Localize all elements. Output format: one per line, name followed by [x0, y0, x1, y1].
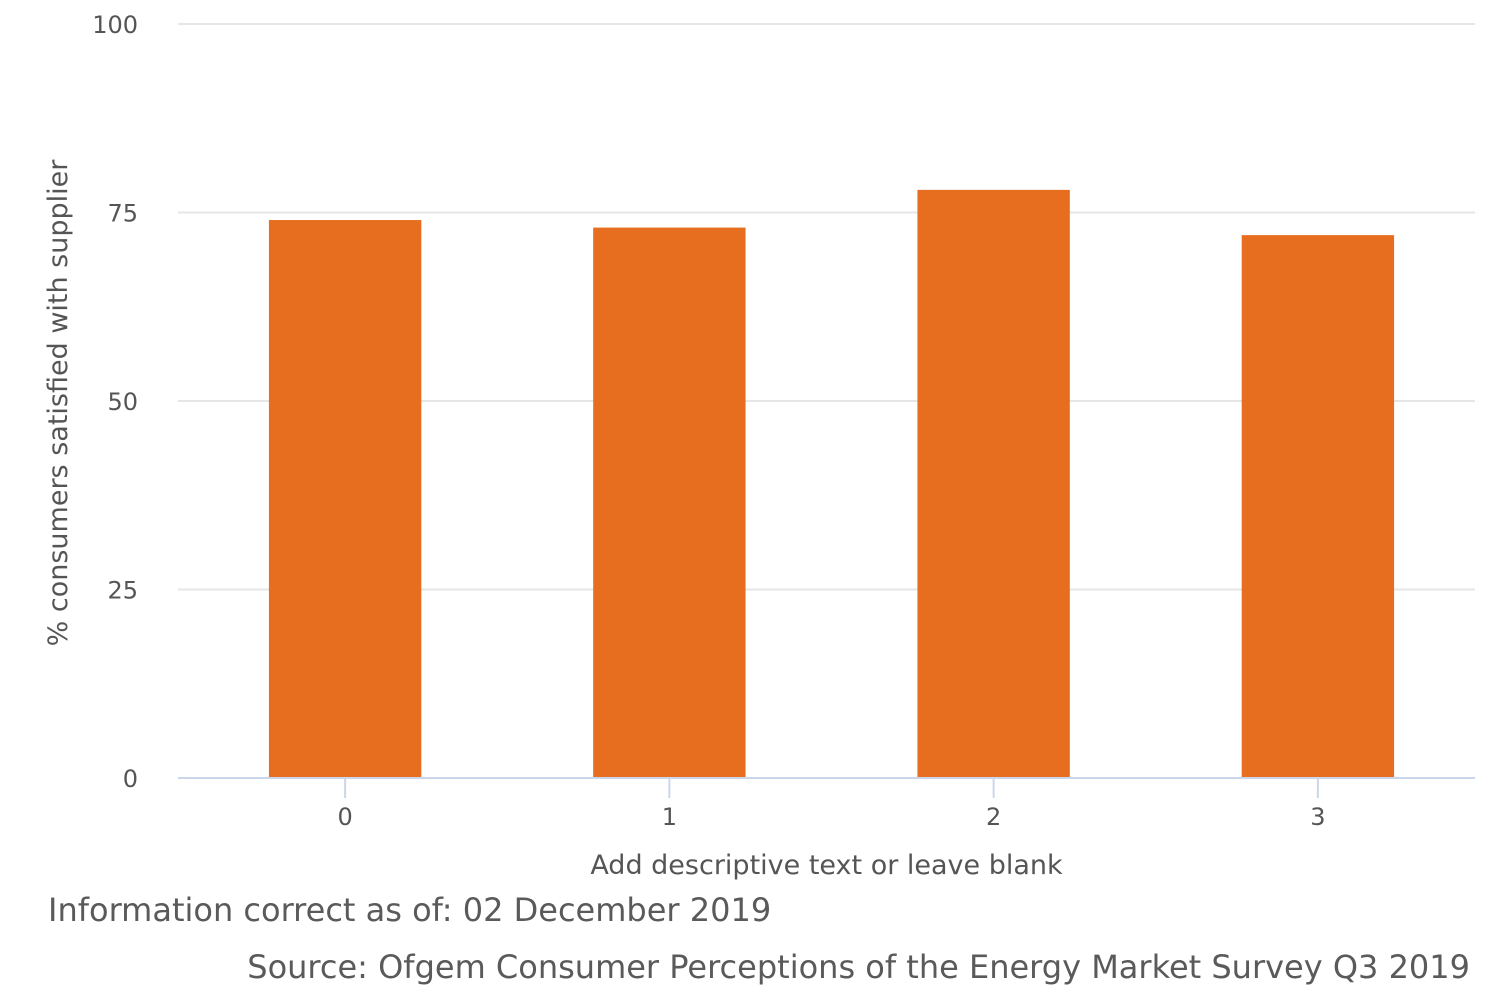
x-axis-ticks: 0 1 2 3 [337, 778, 1326, 831]
bar-1 [593, 227, 746, 778]
bar-0 [268, 220, 422, 779]
x-axis-title: Add descriptive text or leave blank [590, 850, 1063, 880]
info-date-note: Information correct as of: 02 December 2… [48, 891, 772, 929]
bar-2 [917, 189, 1070, 778]
bar-3 [1241, 235, 1395, 778]
x-tick-label: 0 [337, 803, 352, 831]
x-tick-label: 2 [986, 803, 1001, 831]
bars [268, 189, 1395, 779]
x-tick-label: 1 [662, 803, 677, 831]
y-tick-label: 50 [107, 388, 138, 416]
bar-chart: 0 25 50 75 100 0 1 2 3 % consumers satisfied wi… [43, 11, 1475, 880]
y-tick-label: 75 [107, 200, 138, 228]
y-axis-ticks: 0 25 50 75 100 [92, 11, 138, 793]
y-tick-label: 0 [123, 765, 138, 793]
y-axis-title: % consumers satisfied with supplier [43, 159, 74, 647]
source-note: Source: Ofgem Consumer Perceptions of th… [247, 948, 1470, 986]
y-tick-label: 25 [107, 577, 138, 605]
x-tick-label: 3 [1310, 803, 1325, 831]
y-tick-label: 100 [92, 11, 138, 39]
